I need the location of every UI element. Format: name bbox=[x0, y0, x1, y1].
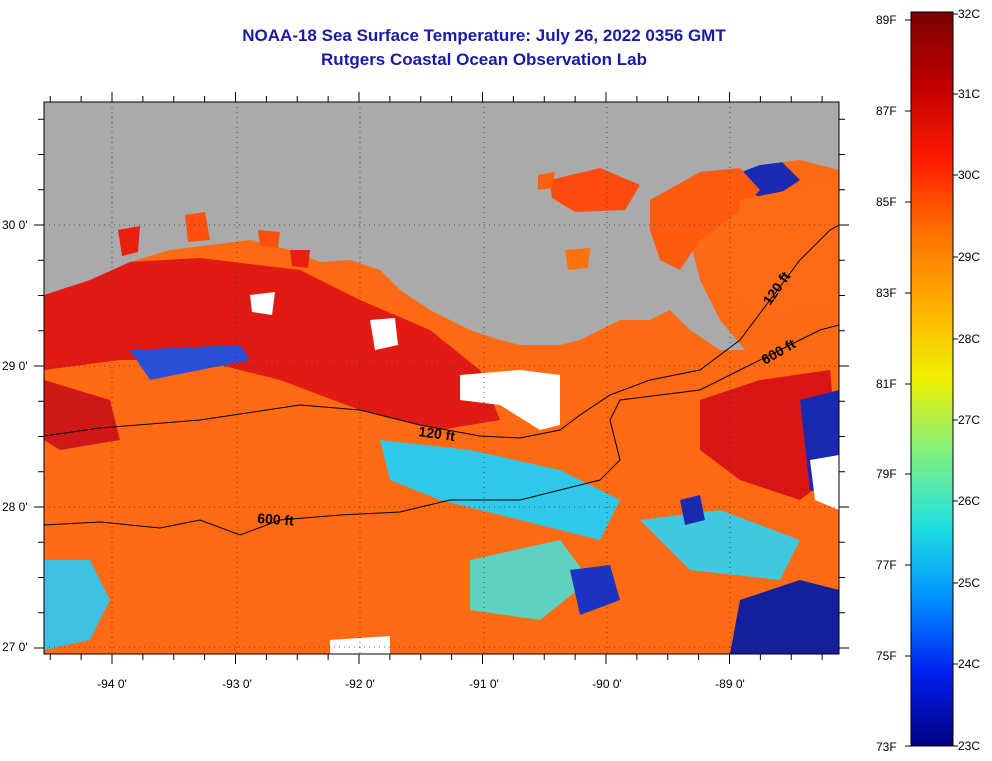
map-subtitle: Rutgers Coastal Ocean Observation Lab bbox=[321, 50, 647, 69]
cool-water-patch bbox=[44, 560, 110, 650]
x-tick-label: -92 0' bbox=[345, 677, 375, 691]
y-tick-label: 28 0' bbox=[2, 500, 28, 514]
cold-water-patch bbox=[570, 565, 620, 615]
bay bbox=[550, 168, 640, 212]
cool-water-patch bbox=[380, 440, 620, 540]
cloud-patch bbox=[810, 455, 839, 510]
colorbar-f-label: 81F bbox=[876, 377, 897, 391]
colorbar-f-label: 75F bbox=[876, 649, 897, 663]
colorbar-f-label: 83F bbox=[876, 286, 897, 300]
colorbar-c-label: 27C bbox=[958, 413, 980, 427]
bay bbox=[258, 230, 280, 248]
contour-label-600ft: 600 ft bbox=[257, 510, 295, 529]
map-frame bbox=[43, 101, 840, 655]
bay bbox=[538, 172, 555, 190]
cloud-patch bbox=[250, 292, 275, 315]
longitude-axis: -94 0' -93 0' -92 0' -91 0' -90 0' -89 0… bbox=[97, 677, 745, 691]
delta-water bbox=[730, 180, 839, 310]
cloud-patch bbox=[370, 318, 398, 350]
colorbar-f-label: 87F bbox=[876, 104, 897, 118]
x-tick-label: -93 0' bbox=[222, 677, 252, 691]
colorbar-f-label: 77F bbox=[876, 558, 897, 572]
cold-water-patch bbox=[130, 345, 250, 380]
hot-water-patch bbox=[44, 258, 500, 430]
land-mass bbox=[44, 102, 839, 350]
y-tick-label: 27 0' bbox=[2, 640, 28, 654]
colorbar bbox=[910, 11, 954, 747]
colorbar-c-label: 26C bbox=[958, 494, 980, 508]
cloud-patch bbox=[330, 636, 390, 654]
x-tick-label: -91 0' bbox=[469, 677, 499, 691]
colorbar-c-label: 28C bbox=[958, 332, 980, 346]
x-tick-label: -90 0' bbox=[592, 677, 622, 691]
y-tick-label: 30 0' bbox=[2, 218, 28, 232]
cloud-patch bbox=[460, 370, 560, 430]
colorbar-fahrenheit-labels: 89F 87F 85F 83F 81F 79F 77F 75F 73F bbox=[876, 13, 897, 754]
colorbar-c-label: 29C bbox=[958, 250, 980, 264]
bay bbox=[118, 226, 140, 256]
y-tick-label: 29 0' bbox=[2, 359, 28, 373]
contour-600ft-line bbox=[44, 324, 839, 536]
map-area bbox=[44, 102, 839, 654]
x-tick-label: -89 0' bbox=[715, 677, 745, 691]
colorbar-ticks bbox=[905, 13, 958, 747]
latitude-axis: 30 0' 29 0' 28 0' 27 0' bbox=[2, 218, 28, 654]
delta-water bbox=[650, 168, 760, 270]
map-title: NOAA-18 Sea Surface Temperature: July 26… bbox=[242, 26, 726, 45]
cool-water-patch bbox=[640, 510, 800, 580]
grid-lines bbox=[44, 102, 839, 654]
colorbar-c-label: 25C bbox=[958, 576, 980, 590]
cold-water-patch bbox=[730, 580, 839, 654]
hot-water-patch bbox=[44, 380, 120, 450]
x-tick-label: -94 0' bbox=[97, 677, 127, 691]
colorbar-c-label: 23C bbox=[958, 739, 980, 753]
cold-water-patch bbox=[680, 495, 705, 525]
contour-120ft-line bbox=[44, 224, 839, 439]
colorbar-f-label: 89F bbox=[876, 13, 897, 27]
colorbar-c-label: 30C bbox=[958, 168, 980, 182]
cool-water-patch bbox=[470, 540, 590, 620]
tick-marks bbox=[34, 92, 849, 664]
bay bbox=[290, 250, 310, 268]
colorbar-celsius-labels: 32C 31C 30C 29C 28C 27C 26C 25C 24C 23C bbox=[958, 7, 980, 753]
bay bbox=[565, 248, 590, 270]
colorbar-c-label: 24C bbox=[958, 657, 980, 671]
colorbar-c-label: 31C bbox=[958, 87, 980, 101]
bay bbox=[185, 212, 210, 242]
colorbar-f-label: 73F bbox=[876, 740, 897, 754]
colorbar-c-label: 32C bbox=[958, 7, 980, 21]
colorbar-f-label: 85F bbox=[876, 195, 897, 209]
contour-label-120ft: 120 ft bbox=[418, 423, 457, 444]
colorbar-f-label: 79F bbox=[876, 467, 897, 481]
